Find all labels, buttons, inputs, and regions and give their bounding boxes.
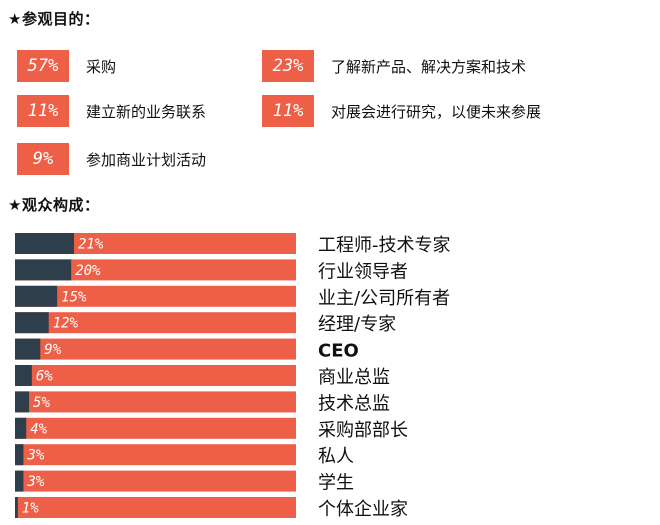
purpose-item: 57% 采购: [17, 50, 116, 82]
bar-track: [15, 365, 296, 386]
purpose-label: 建立新的业务联系: [86, 102, 207, 121]
category-label: 行业领导者: [318, 261, 408, 282]
bar-track: [15, 259, 296, 281]
bar: [15, 365, 32, 386]
category-label: 个体企业家: [318, 499, 408, 520]
bar: [15, 338, 41, 360]
bar: [15, 312, 49, 334]
bar: [15, 444, 24, 466]
bar: [15, 470, 24, 492]
bar-row: 12% 经理/专家: [15, 312, 396, 335]
bar-value-label: 4%: [30, 421, 47, 437]
category-label: 学生: [318, 473, 354, 494]
purpose-percent-badge: 9%: [17, 143, 69, 175]
bar-track: [15, 417, 296, 439]
bar-row: 21% 工程师-技术专家: [15, 233, 451, 256]
bar-row: 15% 业主/公司所有者: [15, 285, 450, 309]
purpose-percent-badge: 11%: [17, 95, 69, 127]
purpose-label: 采购: [86, 57, 117, 76]
bar-track: [15, 338, 296, 360]
bar: [15, 259, 72, 281]
bar-track: [15, 470, 296, 492]
bar-value-label: 21%: [78, 237, 104, 253]
category-label: 技术总监: [318, 393, 390, 414]
bar-value-label: 1%: [22, 501, 39, 517]
purpose-section-title: ★参观目的：: [8, 10, 100, 28]
purpose-percent-badge: 57%: [17, 50, 69, 82]
category-label: 工程师-技术专家: [318, 235, 451, 256]
purpose-item: 11% 对展会进行研究，以便未来参展: [262, 95, 541, 127]
bar-value-label: 3%: [26, 448, 44, 464]
bar: [15, 233, 75, 254]
purpose-label: 了解新产品、解决方案和技术: [331, 57, 527, 76]
purpose-item: 11% 建立新的业务联系: [17, 95, 206, 127]
audience-section-title: ★观众构成：: [8, 196, 100, 214]
bar-track: [15, 285, 296, 307]
purpose-item: 23% 了解新产品、解决方案和技术: [262, 50, 526, 82]
bar-value-label: 5%: [33, 395, 50, 411]
bar-row: 4% 采购部部长: [15, 417, 408, 441]
bar-value-label: 3%: [26, 474, 44, 490]
purpose-label: 参加商业计划活动: [86, 150, 207, 169]
bar-row: 6% 商业总监: [15, 365, 390, 388]
bar-row: 9% CEO: [15, 338, 359, 362]
bar-value-label: 20%: [75, 263, 101, 279]
category-label: 经理/专家: [318, 314, 396, 335]
bar-track: [15, 312, 296, 334]
category-label: 私人: [318, 446, 354, 467]
bar: [15, 417, 27, 439]
bar-row: 5% 技术总监: [15, 391, 390, 414]
purpose-percent-badge: 11%: [262, 95, 314, 127]
bar-row: 3% 私人: [15, 444, 354, 467]
bar: [15, 497, 18, 518]
bar: [15, 391, 30, 413]
bar: [15, 285, 58, 307]
bar-value-label: 9%: [44, 342, 61, 358]
bar-track: [15, 233, 296, 254]
bar-row: 3% 学生: [15, 470, 354, 494]
bar-track: [15, 391, 296, 413]
category-label: CEO: [318, 341, 359, 362]
bar-track: [15, 444, 296, 466]
bar-row: 20% 行业领导者: [15, 259, 408, 282]
bar-row: 1% 个体企业家: [15, 497, 408, 520]
purpose-label: 对展会进行研究，以便未来参展: [331, 102, 542, 121]
category-label: 商业总监: [318, 367, 390, 388]
bar-track: [15, 497, 296, 518]
category-label: 业主/公司所有者: [318, 288, 450, 309]
purpose-percent-badge: 23%: [262, 50, 314, 82]
purpose-item: 9% 参加商业计划活动: [17, 143, 206, 175]
bar-value-label: 12%: [53, 316, 79, 332]
bar-value-label: 15%: [61, 289, 87, 305]
category-label: 采购部部长: [318, 420, 408, 441]
bar-value-label: 6%: [36, 369, 53, 385]
